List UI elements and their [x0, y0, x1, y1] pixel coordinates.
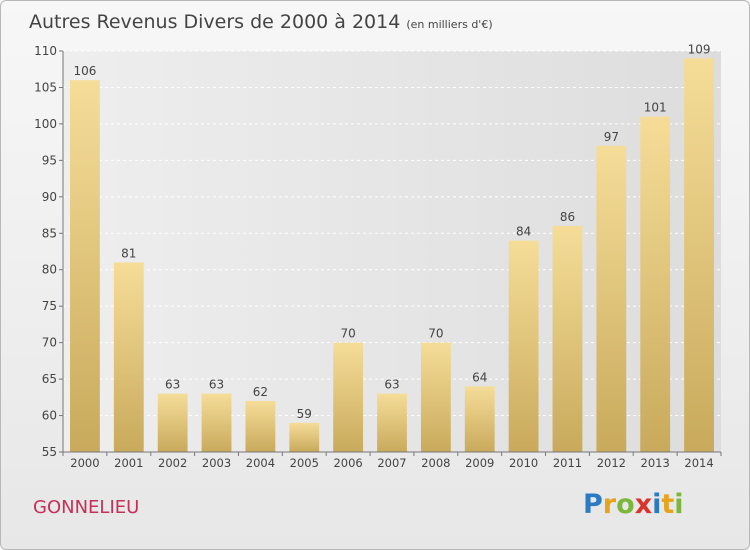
data-label: 109: [688, 42, 711, 56]
y-tick-label: 55: [42, 445, 57, 459]
y-tick-label: 60: [42, 409, 57, 423]
data-label: 86: [560, 210, 575, 224]
x-tick-label: 2008: [421, 456, 450, 470]
data-label: 63: [384, 378, 399, 392]
x-tick-label: 2012: [597, 456, 626, 470]
y-tick-label: 90: [42, 190, 57, 204]
y-tick-label: 110: [34, 44, 57, 58]
bar: [596, 145, 627, 453]
bar: [464, 386, 495, 452]
data-label: 84: [516, 225, 531, 239]
data-label: 97: [604, 130, 619, 144]
x-tick-label: 2013: [641, 456, 670, 470]
x-tick-label: 2014: [684, 456, 713, 470]
bar: [552, 225, 583, 452]
proxiti-logo[interactable]: Proxiti: [583, 489, 684, 520]
x-tick-label: 2005: [290, 456, 319, 470]
x-tick-label: 2006: [333, 456, 362, 470]
x-tick-label: 2009: [465, 456, 494, 470]
data-label: 70: [428, 327, 443, 341]
place-name: GONNELIEU: [33, 497, 140, 518]
bar: [113, 262, 144, 452]
y-axis: 55 60 65 70 75 80 85 90 95 100 105 110: [34, 44, 64, 459]
bar: [289, 422, 320, 452]
bar: [245, 400, 276, 452]
x-tick-label: 2011: [553, 456, 582, 470]
y-tick-label: 105: [34, 80, 57, 94]
data-label: 101: [644, 101, 667, 115]
chart-title: Autres Revenus Divers de 2000 à 2014 (en …: [29, 11, 493, 33]
x-tick-label: 2007: [377, 456, 406, 470]
x-tick-label: 2004: [246, 456, 275, 470]
x-tick-label: 2001: [114, 456, 143, 470]
data-label: 59: [297, 407, 312, 421]
y-tick-label: 70: [42, 336, 57, 350]
data-label: 70: [340, 327, 355, 341]
x-tick-label: 2010: [509, 456, 538, 470]
data-label: 106: [73, 64, 96, 78]
chart-title-text: Autres Revenus Divers de 2000 à 2014: [29, 11, 401, 33]
x-tick-label: 2000: [70, 456, 99, 470]
y-tick-label: 80: [42, 263, 57, 277]
bar: [70, 80, 100, 452]
x-axis: 2000 2001 2002 2003 2004 2005 2006 2007 2008 2009…: [62, 451, 722, 470]
bar: [201, 393, 232, 452]
y-tick-label: 65: [42, 372, 57, 386]
data-label: 81: [121, 246, 136, 260]
data-label: 62: [253, 385, 268, 399]
bar: [157, 393, 188, 452]
y-tick-label: 95: [42, 153, 57, 167]
chart-subtitle: (en milliers d'€): [406, 18, 493, 31]
bar: [640, 116, 671, 453]
bar: [420, 342, 451, 452]
y-tick-label: 85: [42, 226, 57, 240]
bar: [377, 393, 407, 452]
data-label: 63: [165, 378, 180, 392]
bar: [508, 240, 539, 452]
data-labels: 106 81 63 63 62 59 70 63 70 64 84 86 97 101 109: [73, 42, 710, 421]
y-tick-label: 100: [34, 117, 57, 131]
bar: [684, 58, 714, 453]
data-label: 63: [209, 378, 224, 392]
y-tick-label: 75: [42, 299, 57, 313]
bars: [70, 58, 714, 453]
x-tick-label: 2003: [202, 456, 231, 470]
x-tick-label: 2002: [158, 456, 187, 470]
bar: [333, 342, 364, 452]
data-label: 64: [472, 370, 487, 384]
